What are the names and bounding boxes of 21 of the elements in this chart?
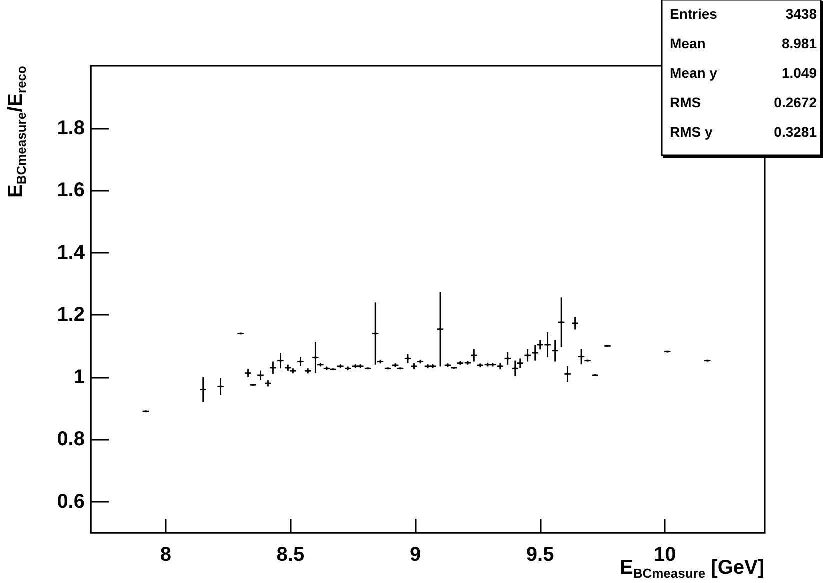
x-tick-label: 9.5	[526, 544, 554, 566]
y-tick-label: 0.6	[57, 490, 85, 513]
text: Entries	[670, 6, 718, 22]
text: 3438	[786, 6, 818, 22]
x-tick-label: 8.5	[276, 544, 305, 566]
y-tick-label: 1.2	[57, 304, 85, 326]
annotation: Mean y	[670, 65, 718, 81]
text: 1.049	[782, 65, 818, 81]
text: Mean	[670, 36, 706, 52]
y-tick-label: 1.8	[57, 117, 85, 140]
x-tick-label: 8	[160, 544, 172, 566]
annotation: RMS	[670, 94, 702, 110]
text: 0.3281	[774, 124, 818, 140]
text: 8.981	[782, 36, 818, 52]
y-tick-label: 1	[74, 366, 85, 388]
y-tick-label: 0.8	[57, 428, 85, 451]
annotation: RMS y	[670, 124, 713, 140]
x-tick-label: 9	[410, 544, 422, 566]
y-tick-label: 1.4	[57, 242, 86, 264]
text: 0.2672	[774, 94, 818, 110]
y-tick-label: 1.6	[57, 180, 85, 202]
